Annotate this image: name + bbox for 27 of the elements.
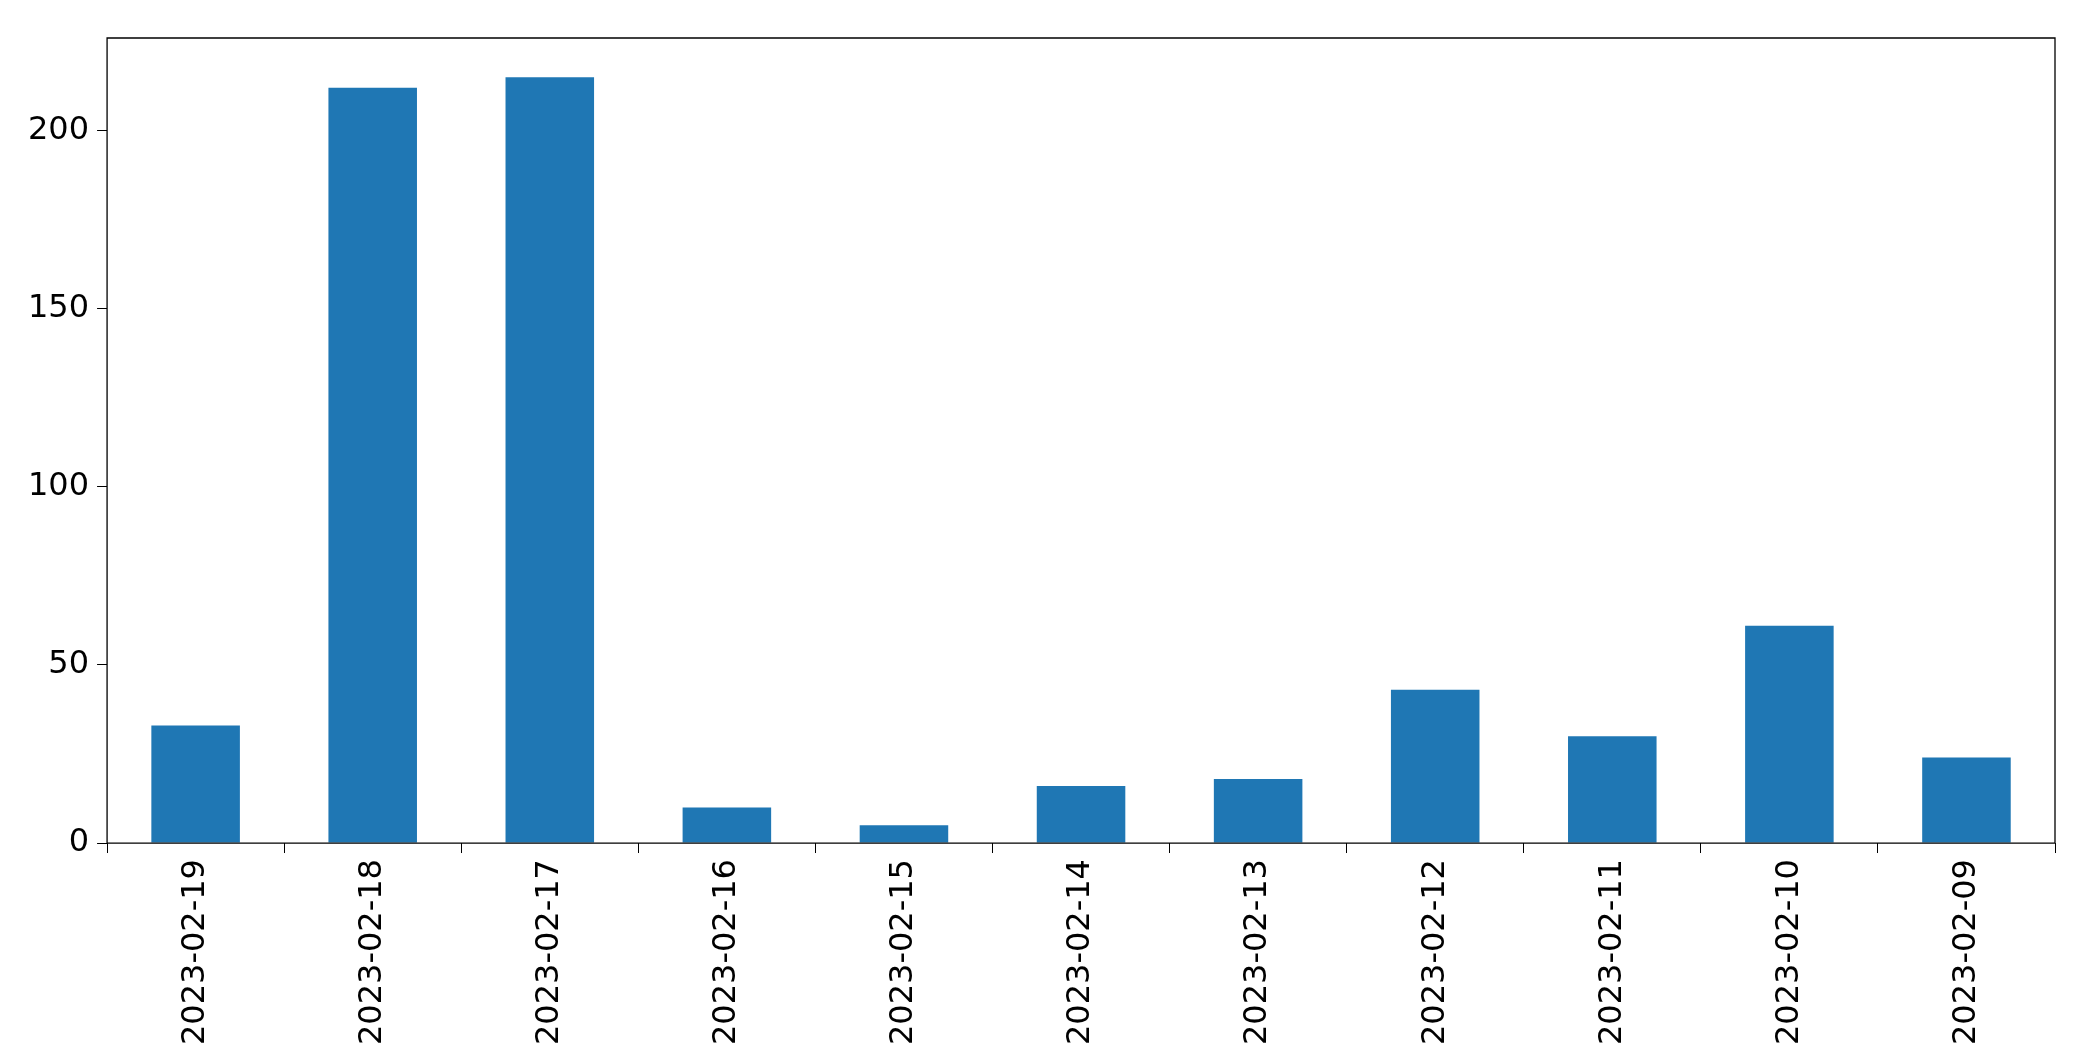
x-tick-label: 2023-02-13 — [1236, 859, 1275, 1045]
x-tick-label: 2023-02-16 — [705, 859, 744, 1045]
x-tick-label: 2023-02-09 — [1944, 859, 1983, 1045]
x-tick-label: 2023-02-12 — [1413, 859, 1452, 1045]
bar — [1745, 625, 1834, 843]
x-tick-label: 2023-02-17 — [528, 859, 567, 1045]
y-tick-label: 0 — [68, 821, 90, 860]
y-tick-label: 150 — [28, 287, 90, 326]
x-tick-label: 2023-02-18 — [351, 859, 390, 1045]
bar — [505, 77, 595, 843]
y-tick-label: 100 — [28, 465, 90, 504]
bar — [1213, 778, 1303, 843]
bar — [151, 725, 240, 843]
bar — [1568, 736, 1657, 843]
x-tick-label: 2023-02-15 — [882, 859, 921, 1045]
bar — [1390, 689, 1480, 843]
y-tick-label: 200 — [28, 108, 90, 147]
bar — [1922, 757, 2011, 843]
y-tick-label: 50 — [48, 643, 90, 682]
x-tick-label: 2023-02-11 — [1590, 859, 1629, 1045]
x-tick-label: 2023-02-19 — [173, 859, 212, 1045]
x-tick-label: 2023-02-14 — [1059, 859, 1098, 1045]
bar — [328, 87, 417, 843]
bar — [859, 825, 949, 843]
bar — [682, 807, 772, 843]
x-tick-label: 2023-02-10 — [1767, 859, 1806, 1045]
bar — [1036, 786, 1126, 843]
